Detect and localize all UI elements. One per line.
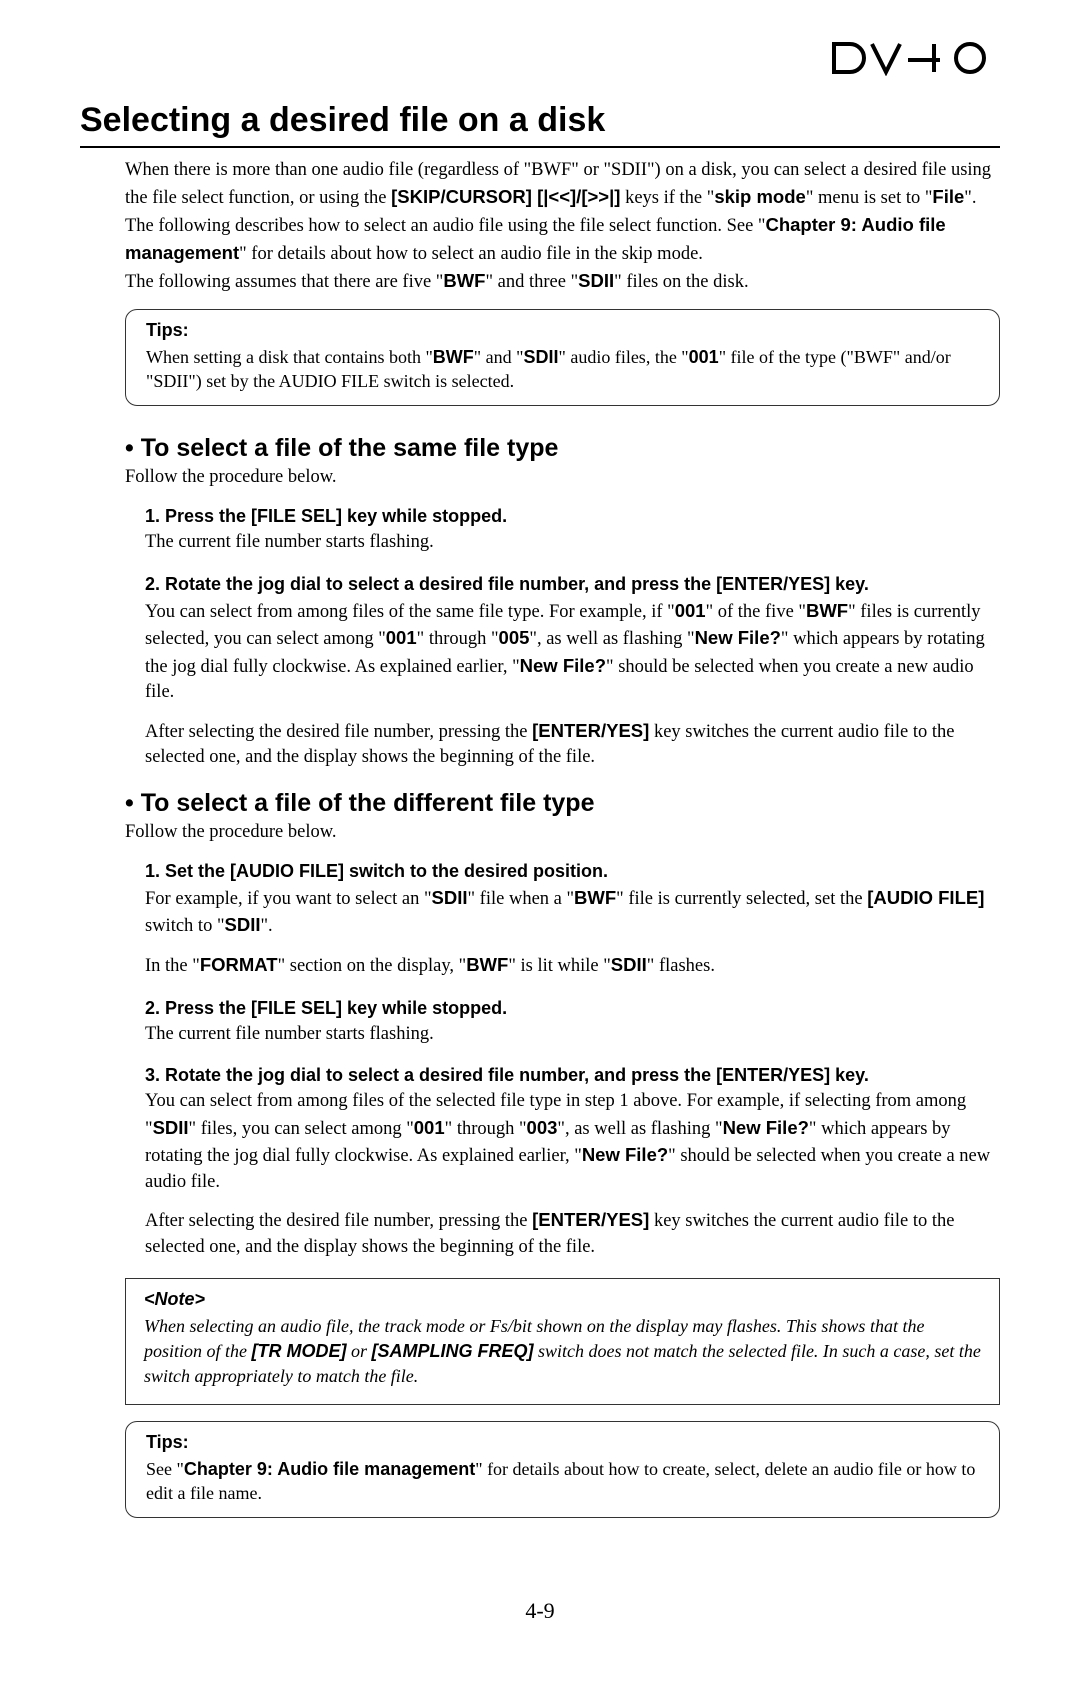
step-body: For example, if you want to select an "S… bbox=[145, 885, 1000, 940]
note-title: <Note> bbox=[144, 1287, 981, 1312]
step-title: 1. Press the [FILE SEL] key while stoppe… bbox=[145, 506, 1000, 527]
follow-text: Follow the procedure below. bbox=[80, 467, 1000, 488]
step-body: You can select from among files of the s… bbox=[145, 598, 1000, 706]
step-title: 1. Set the [AUDIO FILE] switch to the de… bbox=[145, 861, 1000, 882]
dv40-logo-icon bbox=[830, 40, 1000, 76]
step-body: You can select from among files of the s… bbox=[145, 1089, 1000, 1195]
tips-title: Tips: bbox=[146, 1430, 979, 1454]
step-title: 2. Rotate the jog dial to select a desir… bbox=[145, 574, 1000, 595]
step-title: 3. Rotate the jog dial to select a desir… bbox=[145, 1065, 1000, 1086]
step-2-2: 2. Press the [FILE SEL] key while stoppe… bbox=[80, 998, 1000, 1048]
step-1-1: 1. Press the [FILE SEL] key while stoppe… bbox=[80, 506, 1000, 556]
step-body: The current file number starts flashing. bbox=[145, 1022, 1000, 1048]
step-1-2: 2. Rotate the jog dial to select a desir… bbox=[80, 574, 1000, 771]
step-2-3: 3. Rotate the jog dial to select a desir… bbox=[80, 1065, 1000, 1260]
step-title: 2. Press the [FILE SEL] key while stoppe… bbox=[145, 998, 1000, 1019]
step-body: In the "FORMAT" section on the display, … bbox=[145, 952, 1000, 980]
step-body: After selecting the desired file number,… bbox=[145, 718, 1000, 771]
step-2-1: 1. Set the [AUDIO FILE] switch to the de… bbox=[80, 861, 1000, 980]
logo-area bbox=[80, 40, 1000, 81]
tips-title: Tips: bbox=[146, 318, 979, 342]
page-number: 4-9 bbox=[80, 1598, 1000, 1624]
section-heading-same-type: • To select a file of the same file type bbox=[80, 434, 1000, 463]
follow-text: Follow the procedure below. bbox=[80, 822, 1000, 843]
step-body: After selecting the desired file number,… bbox=[145, 1207, 1000, 1260]
tips-box-2: Tips: See "Chapter 9: Audio file managem… bbox=[125, 1421, 1000, 1518]
intro-paragraph: When there is more than one audio file (… bbox=[80, 158, 1000, 295]
note-box: <Note> When selecting an audio file, the… bbox=[125, 1278, 1000, 1405]
tips-box-1: Tips: When setting a disk that contains … bbox=[125, 309, 1000, 406]
step-body: The current file number starts flashing. bbox=[145, 530, 1000, 556]
section-heading-different-type: • To select a file of the different file… bbox=[80, 789, 1000, 818]
page-title: Selecting a desired file on a disk bbox=[80, 101, 1000, 148]
